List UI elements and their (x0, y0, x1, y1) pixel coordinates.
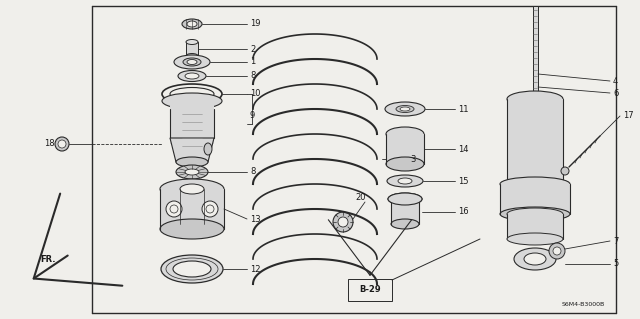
Ellipse shape (388, 193, 422, 205)
Ellipse shape (187, 60, 197, 64)
Ellipse shape (524, 253, 546, 265)
Text: 10: 10 (250, 90, 260, 99)
Ellipse shape (166, 201, 182, 217)
Ellipse shape (338, 217, 348, 227)
Ellipse shape (561, 167, 569, 175)
Ellipse shape (58, 140, 66, 148)
Ellipse shape (333, 212, 353, 232)
Ellipse shape (507, 233, 563, 245)
Ellipse shape (553, 247, 561, 255)
Text: 19: 19 (250, 19, 260, 28)
Text: 8: 8 (250, 167, 255, 176)
Ellipse shape (400, 107, 410, 111)
Text: 13: 13 (250, 214, 260, 224)
Bar (507, 214, 563, 239)
Bar (348, 279, 392, 301)
Text: 8: 8 (250, 71, 255, 80)
Bar (186, 42, 198, 56)
Text: 16: 16 (458, 207, 468, 217)
Ellipse shape (178, 70, 206, 81)
Ellipse shape (387, 175, 423, 187)
Text: 17: 17 (623, 112, 634, 121)
Bar (507, 99, 563, 184)
Bar (533, 6, 538, 99)
Ellipse shape (185, 169, 199, 175)
Ellipse shape (391, 219, 419, 229)
Ellipse shape (170, 87, 214, 100)
Bar (170, 101, 214, 144)
Ellipse shape (386, 127, 424, 141)
Ellipse shape (162, 93, 222, 109)
Ellipse shape (388, 193, 422, 205)
Ellipse shape (55, 137, 69, 151)
Ellipse shape (500, 177, 570, 191)
Text: B-29: B-29 (359, 286, 381, 294)
Ellipse shape (176, 165, 208, 179)
Ellipse shape (170, 205, 178, 213)
Text: 12: 12 (250, 264, 260, 273)
Text: 18: 18 (44, 139, 55, 149)
Ellipse shape (514, 248, 556, 270)
Ellipse shape (176, 157, 208, 167)
Text: 3: 3 (410, 154, 415, 164)
Text: 6: 6 (613, 88, 618, 98)
Ellipse shape (187, 21, 197, 27)
Ellipse shape (182, 19, 202, 29)
Bar (391, 199, 419, 224)
Text: 4: 4 (613, 77, 618, 85)
Ellipse shape (206, 205, 214, 213)
Ellipse shape (185, 73, 199, 79)
Ellipse shape (183, 58, 201, 66)
Text: 9: 9 (250, 112, 255, 121)
Ellipse shape (396, 106, 414, 113)
Ellipse shape (507, 91, 563, 107)
Ellipse shape (500, 207, 570, 221)
Ellipse shape (186, 40, 198, 44)
Ellipse shape (160, 179, 224, 199)
Ellipse shape (174, 55, 210, 69)
Text: 11: 11 (458, 105, 468, 114)
Ellipse shape (507, 208, 563, 220)
Text: 2: 2 (250, 44, 255, 54)
Bar (160, 189, 224, 229)
Ellipse shape (173, 261, 211, 277)
Bar (386, 134, 424, 164)
Text: FR.: FR. (40, 255, 56, 263)
Text: 7: 7 (613, 236, 618, 246)
Text: 1: 1 (250, 57, 255, 66)
Polygon shape (170, 138, 214, 162)
Text: 14: 14 (458, 145, 468, 153)
Text: 15: 15 (458, 176, 468, 186)
Text: 5: 5 (613, 259, 618, 269)
Ellipse shape (549, 243, 565, 259)
Ellipse shape (204, 143, 212, 155)
Ellipse shape (161, 255, 223, 283)
Ellipse shape (202, 201, 218, 217)
Ellipse shape (386, 157, 424, 171)
Ellipse shape (160, 219, 224, 239)
Ellipse shape (186, 54, 198, 58)
Text: S6M4-B3000B: S6M4-B3000B (562, 302, 605, 307)
Ellipse shape (385, 102, 425, 116)
Ellipse shape (398, 178, 412, 184)
Bar (500, 184, 570, 214)
Ellipse shape (180, 184, 204, 194)
Text: 20: 20 (356, 192, 366, 202)
